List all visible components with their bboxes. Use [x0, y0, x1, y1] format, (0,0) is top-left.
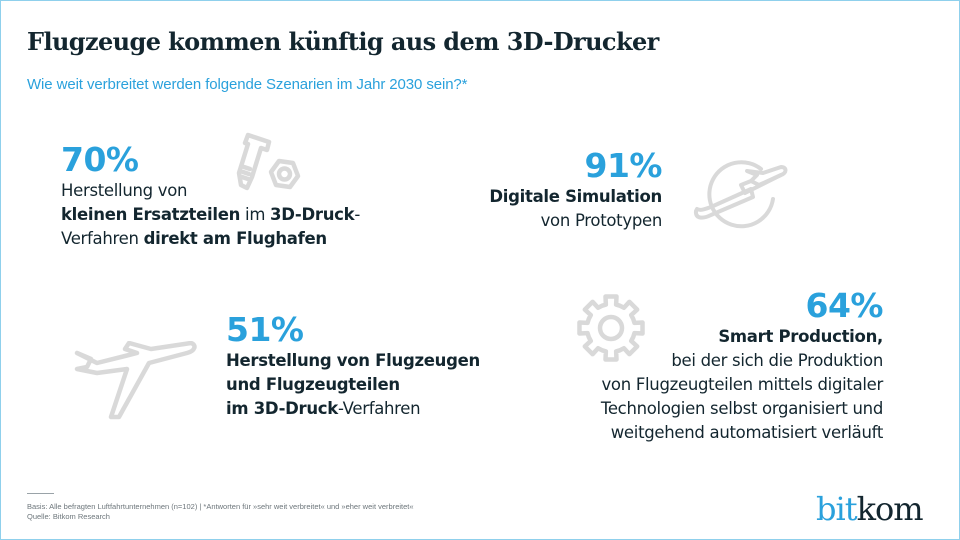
bold-text: Herstellung von Flugzeugen — [226, 351, 480, 370]
footnote: Basis: Alle befragten Luftfahrtunternehm… — [27, 502, 414, 522]
regular-text: -Verfahren — [337, 399, 421, 418]
logo-part-kom: kom — [856, 490, 924, 528]
bold-text: direkt am Flughafen — [143, 229, 328, 248]
stat-percent: 64% — [805, 286, 884, 325]
description-line: Herstellung von — [61, 179, 360, 203]
footer-divider — [27, 493, 54, 494]
description-line: Smart Production, — [561, 325, 883, 349]
stat-description: Herstellung von kleinen Ersatzteilen im 3… — [61, 179, 360, 251]
bolt-nut-icon — [235, 129, 305, 199]
globe-plane-icon — [691, 149, 791, 234]
description-line: weitgehend automatisiert verläuft — [561, 421, 884, 445]
bold-text: kleinen Ersatzteilen — [61, 205, 241, 224]
regular-text: - — [354, 205, 360, 224]
bold-text: 3D-Druck — [270, 205, 355, 224]
footnote-source: Quelle: Bitkom Research — [27, 512, 110, 521]
bold-text: Smart Production, — [718, 327, 883, 346]
logo-part-bit: bit — [816, 490, 858, 528]
description-line: im 3D-Druck-Verfahren — [226, 397, 480, 421]
bold-text: und Flugzeugteilen — [226, 375, 400, 394]
stat-description: Herstellung von Flugzeugen und Flugzeugte… — [226, 349, 480, 421]
stat-block-aircraft-3d-printing: 51% Herstellung von Flugzeugen und Flugze… — [226, 311, 480, 421]
stat-block-digital-simulation: 91% Digitale Simulation von Prototypen — [481, 147, 662, 233]
regular-text: Technologien selbst organisiert und — [600, 399, 883, 418]
regular-text: von Prototypen — [540, 211, 663, 230]
description-line: von Prototypen — [481, 209, 663, 233]
bold-text: im 3D-Druck — [226, 399, 338, 418]
description-line: Technologien selbst organisiert und — [561, 397, 883, 421]
regular-text: bei der sich die Produktion — [671, 351, 883, 370]
description-line: von Flugzeugteilen mittels digitaler — [561, 373, 883, 397]
bold-text: Digitale Simulation — [489, 187, 662, 206]
page-subtitle: Wie weit verbreitet werden folgende Szen… — [27, 76, 468, 93]
description-line: Herstellung von Flugzeugen — [226, 349, 480, 373]
description-line: Verfahren direkt am Flughafen — [61, 227, 360, 251]
stat-block-spare-parts: 70% Herstellung von kleinen Ersatzteilen … — [61, 141, 360, 251]
stat-block-smart-production: 64% Smart Production, bei der sich die Pr… — [561, 286, 884, 445]
regular-text: Verfahren — [61, 229, 144, 248]
stat-description: Digitale Simulation von Prototypen — [481, 185, 662, 233]
airplane-icon — [73, 341, 203, 421]
stat-percent: 51% — [226, 310, 304, 349]
stat-percent: 91% — [584, 146, 663, 185]
regular-text: von Flugzeugteilen mittels digitaler — [601, 375, 883, 394]
bitkom-logo: bitkom — [816, 490, 924, 528]
description-line: kleinen Ersatzteilen im 3D-Druck- — [61, 203, 360, 227]
description-line: Digitale Simulation — [481, 185, 662, 209]
stat-description: Smart Production, bei der sich die Produk… — [561, 325, 883, 445]
regular-text: Herstellung von — [61, 181, 188, 200]
regular-text: im — [240, 205, 271, 224]
description-line: bei der sich die Produktion — [561, 349, 883, 373]
page-title: Flugzeuge kommen künftig aus dem 3D-Druc… — [27, 27, 659, 56]
gear-icon — [573, 290, 649, 366]
footnote-basis: Basis: Alle befragten Luftfahrtunternehm… — [27, 502, 414, 511]
regular-text: weitgehend automatisiert verläuft — [610, 423, 884, 442]
description-line: und Flugzeugteilen — [226, 373, 480, 397]
stat-percent: 70% — [61, 140, 139, 179]
